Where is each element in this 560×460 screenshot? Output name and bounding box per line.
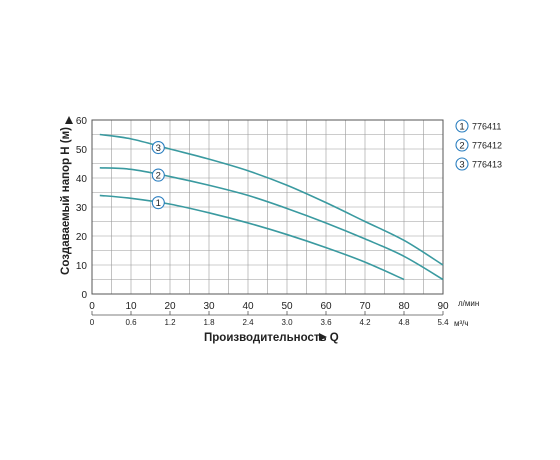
x-tick-label-secondary: 4.8 <box>398 318 410 327</box>
x-axis-arrow-icon <box>319 333 327 341</box>
legend-marker <box>455 138 469 152</box>
tick-labels: 0 10 20 30 40 50 60 0 10 20 30 40 50 60 70 80 90 0 0.6 1.2 1… <box>76 116 449 327</box>
x-tick-label-secondary: 4.2 <box>359 318 371 327</box>
plot-border <box>91 119 444 295</box>
curve-marker-circle <box>151 168 165 182</box>
x-tick-label: 80 <box>398 301 410 312</box>
axes <box>91 119 444 316</box>
x-tick-label: 70 <box>359 301 371 312</box>
series-line-776413 <box>99 133 444 266</box>
curve-marker-label: 2 <box>156 171 161 182</box>
curve-marker-circle <box>151 141 165 155</box>
y-tick-label: 30 <box>76 203 88 214</box>
x-tick-label-secondary: 3.0 <box>281 318 293 327</box>
x-tick-label: 30 <box>203 301 215 312</box>
series-line-776411 <box>99 194 405 281</box>
x-tick-label-secondary: 0.6 <box>125 318 137 327</box>
curve-marker-label: 1 <box>156 198 161 209</box>
y-tick-label: 60 <box>76 116 88 127</box>
x-tick-label: 0 <box>89 301 95 312</box>
legend-entry: 776412 <box>472 141 502 151</box>
x-tick-label-secondary: 5.4 <box>437 318 449 327</box>
x-tick-label: 40 <box>242 301 254 312</box>
y-tick-label: 50 <box>76 145 88 156</box>
x-tick-label: 50 <box>281 301 293 312</box>
y-tick-label: 0 <box>81 290 87 301</box>
x-tick-label-secondary: 1.8 <box>203 318 215 327</box>
y-tick-label: 10 <box>76 261 88 272</box>
x-tick-label-secondary: 2.4 <box>242 318 254 327</box>
y-axis-arrow-icon <box>65 116 73 124</box>
x-tick-label-secondary: 1.2 <box>164 318 176 327</box>
curve-marker-label: 3 <box>156 143 161 154</box>
x-axis-title: Производительность Q <box>204 332 339 344</box>
grid <box>92 120 443 294</box>
x-tick-label-secondary: 0 <box>90 318 95 327</box>
y-tick-label: 40 <box>76 174 88 185</box>
y-axis-title: Создаваемый напор H (м) <box>60 127 72 275</box>
x-tick-label: 60 <box>320 301 332 312</box>
legend-entry: 776411 <box>472 122 501 132</box>
x-tick-label: 90 <box>437 301 449 312</box>
x-tick-label-secondary: 3.6 <box>320 318 332 327</box>
curve-markers: 3 2 1 <box>151 141 165 210</box>
x-unit-primary: л/мин <box>458 299 479 308</box>
legend-marker-label: 3 <box>459 160 464 171</box>
series-line-776412 <box>99 167 444 281</box>
legend-marker-label: 1 <box>459 122 464 133</box>
x-tick-label: 20 <box>164 301 176 312</box>
legend-entry: 776413 <box>472 160 502 170</box>
curves <box>99 133 444 281</box>
curve-marker-circle <box>151 196 165 210</box>
x-unit-secondary: м³/ч <box>454 319 469 328</box>
x-tick-label: 10 <box>125 301 137 312</box>
y-tick-label: 20 <box>76 232 88 243</box>
legend-marker <box>455 157 469 171</box>
legend-marker <box>455 119 469 133</box>
legend-marker-label: 2 <box>459 141 464 152</box>
legend: 1 776411 2 776412 3 776413 <box>455 119 502 171</box>
